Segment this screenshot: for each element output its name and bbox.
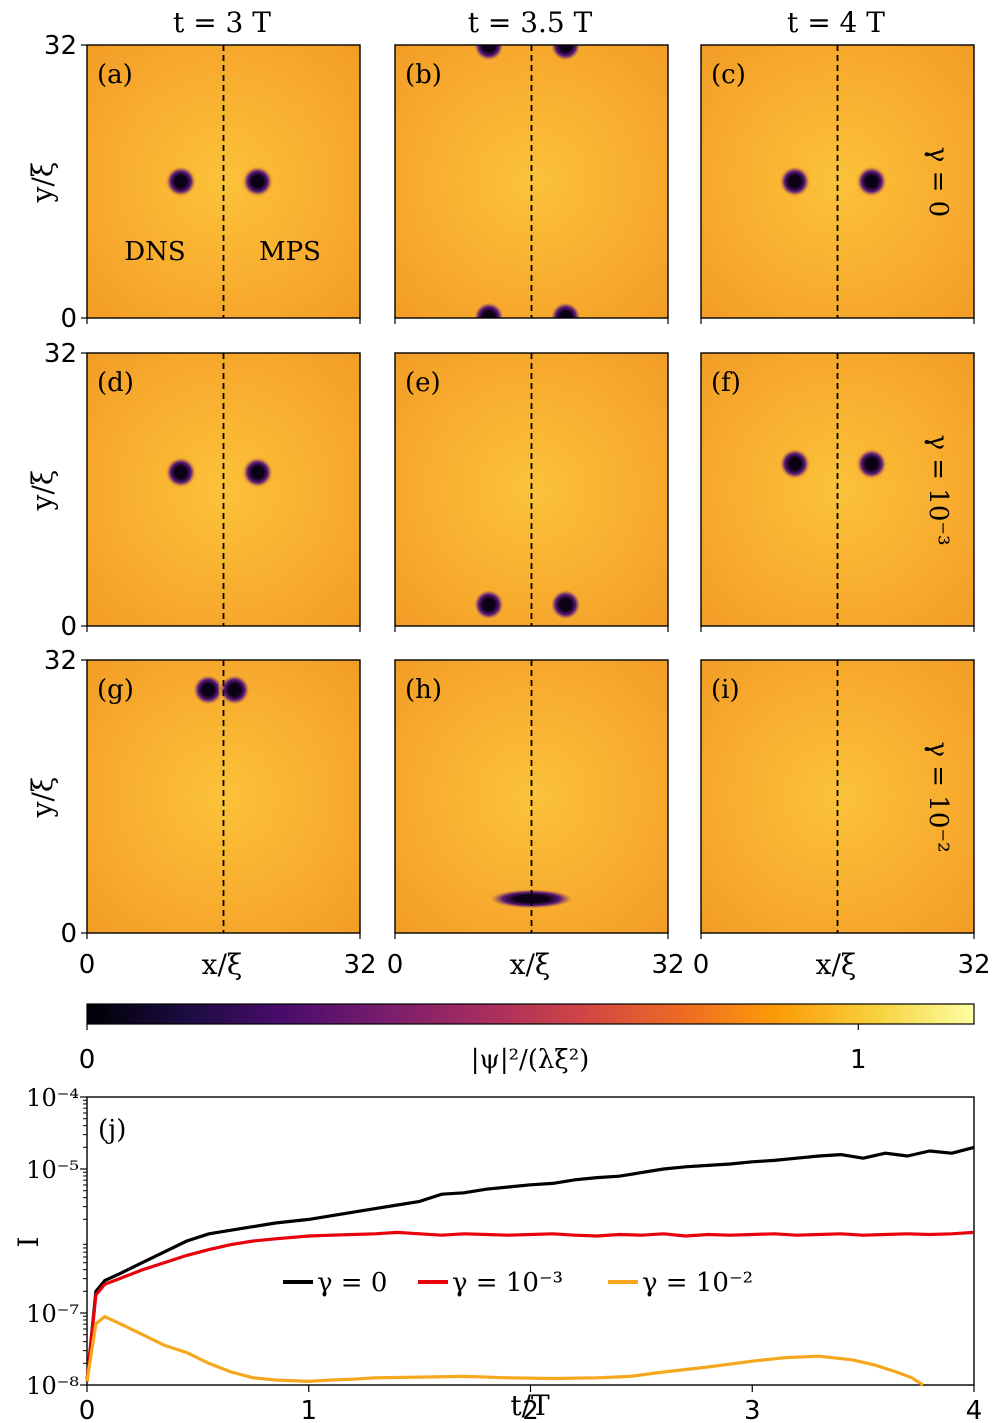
chart-ytick-label: 10⁻⁷ [26, 1300, 79, 1328]
line-chart: 0 1 2 3 4 10⁻⁸ 10⁻⁷ 10⁻⁵ 10⁻⁴ (j) I t/T γ = 0 γ … [12, 1084, 982, 1423]
panel-c: (c) [700, 44, 975, 324]
vortex-1 [191, 672, 226, 707]
legend-label-gamma1e3: γ = 10⁻³ [452, 1268, 563, 1298]
panel-e: (e) [394, 352, 669, 632]
chart-xlabel: t/T [510, 1389, 550, 1422]
vortex-2 [240, 164, 275, 199]
panel-frame [700, 44, 975, 319]
legend-label-gamma0: γ = 0 [317, 1268, 387, 1298]
row-label-3: γ = 10⁻² [923, 741, 953, 852]
column-title-1: t = 3 T [173, 6, 271, 39]
ytick-label: 32 [44, 339, 77, 369]
vortex-2 [548, 45, 583, 63]
chart-panel-label: (j) [98, 1115, 126, 1145]
series-line-3 [85, 1315, 924, 1387]
chart-ytick-label: 10⁻⁴ [26, 1084, 79, 1112]
vortex-1 [777, 446, 812, 481]
panel-b: (b) [394, 44, 669, 324]
panel-i: (i) 0 32 [693, 659, 991, 980]
chart-ylabel: I [12, 1236, 45, 1247]
panel-label: (e) [405, 368, 441, 398]
panel-g: (g) 32 00 32 [44, 646, 377, 980]
xtick-label: 0 [387, 950, 404, 980]
panel-a: (a) 32 0 [44, 31, 361, 334]
panel-d: (d) 32 0 [44, 339, 361, 642]
chart-legend: γ = 0 γ = 10⁻³ γ = 10⁻² [283, 1268, 753, 1298]
chart-xtick-label: 2 [522, 1396, 539, 1423]
vortex-2 [217, 672, 252, 707]
panel-h: (h) 0 32 [387, 659, 685, 980]
ytick-label: 32 [44, 31, 77, 61]
column-title-2: t = 3.5 T [468, 6, 593, 39]
panel-frame [394, 44, 669, 319]
panel-label: (c) [711, 60, 746, 90]
panel-label: (i) [711, 675, 740, 705]
panel-frame [394, 352, 669, 627]
vortex-2 [854, 164, 889, 199]
series-line-2 [85, 1230, 975, 1382]
vortex-1 [777, 164, 812, 199]
vortex-1 [471, 587, 506, 622]
chart-ytick-label: 10⁻⁸ [26, 1372, 79, 1400]
panel-label: (b) [405, 60, 442, 90]
vortex-2 [854, 446, 889, 481]
panel-frame [86, 659, 361, 934]
vortex-1 [163, 455, 198, 490]
series-line-1 [85, 1145, 975, 1382]
panel-f: (f) [700, 352, 975, 632]
chart-xtick-label: 0 [79, 1396, 96, 1423]
xtick-label: 32 [957, 950, 990, 980]
panel-frame [700, 659, 975, 934]
vortex-4 [548, 300, 583, 318]
ytick-label: 0 [60, 304, 77, 334]
ylabel-row-3: y/ξ [26, 777, 59, 819]
row-label-2: γ = 10⁻³ [923, 434, 953, 545]
panel-label: (f) [711, 368, 741, 398]
xtick-label: 32 [651, 950, 684, 980]
panel-frame [700, 352, 975, 627]
xtick-label: 32 [343, 950, 376, 980]
vortex-2 [240, 455, 275, 490]
panel-label: (a) [97, 60, 133, 90]
chart-xtick-label: 1 [300, 1396, 317, 1423]
legend-label-gamma1e2: γ = 10⁻² [642, 1268, 753, 1298]
panel-frame [86, 44, 361, 319]
dns-label: DNS [124, 237, 185, 267]
vortex-1 [471, 45, 506, 63]
xlabel-col-1: x/ξ [202, 948, 243, 981]
column-title-3: t = 4 T [787, 6, 885, 39]
ylabel-row-2: y/ξ [26, 470, 59, 512]
colorbar-tick-label-0: 0 [79, 1045, 96, 1075]
vortex-1 [163, 164, 198, 199]
colorbar [86, 1003, 975, 1025]
colorbar-label: |ψ|²/(λξ²) [471, 1045, 590, 1075]
chart-ytick-label: 10⁻⁵ [26, 1156, 79, 1184]
row-label-1: γ = 0 [923, 147, 953, 217]
chart-frame [86, 1096, 975, 1386]
chart-xtick-label: 4 [966, 1396, 983, 1423]
panel-frame [394, 659, 669, 934]
vortex-1 [483, 887, 580, 910]
panel-label: (d) [97, 368, 134, 398]
ytick-label: 0 [60, 919, 77, 949]
mps-label: MPS [259, 237, 321, 267]
panel-label: (g) [97, 675, 134, 705]
xtick-label: 0 [693, 950, 710, 980]
panel-frame [86, 352, 361, 627]
xtick-label: 0 [79, 950, 96, 980]
colorbar-tick-label-1: 1 [850, 1045, 867, 1075]
vortex-3 [471, 300, 506, 318]
xlabel-col-3: x/ξ [816, 948, 857, 981]
ytick-label: 0 [60, 612, 77, 642]
ytick-label: 32 [44, 646, 77, 676]
chart-xtick-label: 3 [744, 1396, 761, 1423]
xlabel-col-2: x/ξ [510, 948, 551, 981]
ylabel-row-1: y/ξ [26, 162, 59, 204]
panel-label: (h) [405, 675, 442, 705]
vortex-2 [548, 587, 583, 622]
